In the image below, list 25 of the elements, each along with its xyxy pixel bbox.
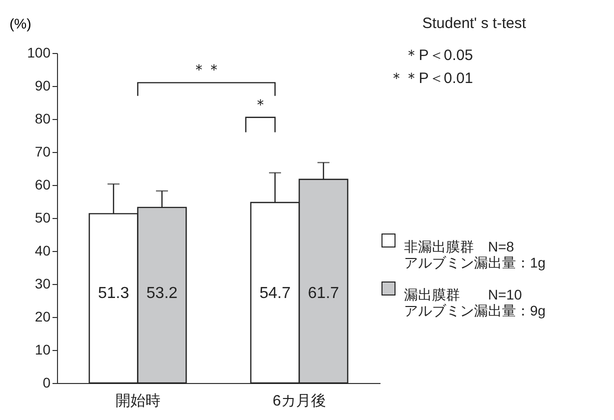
text: Student' s t-test xyxy=(422,15,527,32)
text: ＊＊P＜0.01 xyxy=(388,70,473,87)
y-tick-label: 100 xyxy=(27,44,51,60)
data-label: 54.7 xyxy=(259,285,291,302)
annotation: ＊ xyxy=(252,96,268,114)
y-tick-label: 40 xyxy=(34,242,51,258)
x-tick-label: 6カ月後 xyxy=(272,392,326,410)
legend-label: 漏出膜群 N=10 アルブミン漏出量：9g xyxy=(404,286,546,318)
text: ＊P＜0.05 xyxy=(404,47,473,64)
y-tick-label: 70 xyxy=(34,144,51,160)
y-axis-title: (%) xyxy=(10,16,32,32)
data-label: 53.2 xyxy=(146,285,178,302)
x-tick-label: 開始時 xyxy=(115,392,160,410)
y-tick-label: 80 xyxy=(34,110,51,126)
y-tick-label: 20 xyxy=(34,308,51,324)
y-tick-label: 30 xyxy=(34,276,51,292)
data-label: 61.7 xyxy=(308,285,340,302)
y-tick-label: 60 xyxy=(34,176,51,192)
annotation: ＊＊ xyxy=(191,62,222,79)
y-tick-label: 0 xyxy=(42,374,51,390)
legend-label: 非漏出膜群 N=8 アルブミン漏出量：1g xyxy=(404,238,546,270)
y-tick-label: 50 xyxy=(34,210,51,226)
y-tick-label: 90 xyxy=(34,78,51,94)
y-tick-label: 10 xyxy=(34,342,51,358)
data-label: 51.3 xyxy=(98,285,130,302)
